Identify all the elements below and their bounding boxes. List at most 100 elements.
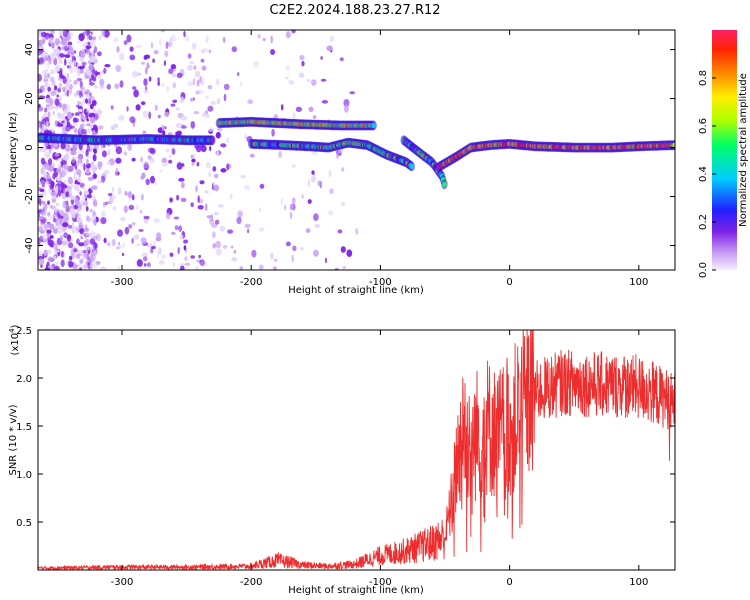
- spectrogram-noise-cell: [215, 131, 221, 139]
- spectrogram-noise-cell: [206, 161, 211, 169]
- spectrogram-noise-cell: [64, 91, 67, 97]
- spectrogram-noise-cell: [291, 30, 296, 34]
- spectrogram-noise-cell: [183, 30, 186, 38]
- spectrogram-noise-cell: [50, 52, 56, 61]
- spectrogram-noise-cell: [92, 241, 98, 249]
- spectrogram-noise-cell: [51, 195, 58, 200]
- spectrogram-noise-cell: [88, 63, 94, 71]
- spectrogram-noise-cell: [284, 76, 289, 80]
- spectrogram-noise-cell: [133, 89, 139, 98]
- spectrogram-noise-cell: [115, 146, 123, 155]
- colorbar-tick-label: 0.8: [698, 70, 709, 86]
- spectrogram-noise-cell: [40, 210, 47, 216]
- spectrogram-noise-cell: [45, 56, 50, 62]
- spectrogram-noise-cell: [213, 184, 220, 192]
- figure-title: C2E2.2024.188.23.27.R12: [269, 3, 440, 18]
- spectrogram-noise-cell: [280, 197, 284, 205]
- spectrogram-noise-cell: [65, 191, 69, 198]
- spectrogram-noise-cell: [187, 53, 192, 59]
- spectrogram-noise-cell: [179, 234, 184, 240]
- spectrogram-noise-cell: [75, 169, 82, 176]
- spectrogram-noise-cell: [91, 262, 98, 269]
- spectrogram-noise-cell: [43, 77, 49, 83]
- spectrogram-noise-cell: [110, 195, 116, 199]
- spectrogram-noise-cell: [43, 203, 48, 210]
- spectrogram-noise-cell: [73, 183, 80, 191]
- spectrogram-noise-cell: [91, 43, 97, 47]
- spectrogram-noise-cell: [163, 60, 166, 66]
- spectrogram-noise-cell: [126, 34, 132, 43]
- snr-scale-exponent: 4: [8, 328, 16, 333]
- spectrogram-noise-cell: [195, 266, 199, 270]
- spectrogram-noise-cell: [285, 241, 291, 247]
- spectrogram-noise-cell: [144, 54, 151, 59]
- spectrogram-noise-cell: [79, 259, 84, 264]
- spectrogram-noise-cell: [288, 80, 295, 85]
- spectrogram-noise-cell: [190, 202, 194, 207]
- colorbar-ticks: 0.0 0.2 0.4 0.6 0.8: [698, 70, 716, 278]
- spectrogram-noise-cell: [38, 226, 44, 233]
- spectrogram-noise-cell: [229, 193, 233, 200]
- spectrogram-noise-cell: [111, 238, 116, 247]
- spectrogram-noise-cell: [311, 170, 315, 175]
- spectrogram-noise-cell: [68, 255, 73, 261]
- spectrogram-noise-cell: [66, 89, 70, 97]
- spectrogram-noise-cell: [99, 85, 105, 90]
- spectrogram-noise-cell: [87, 69, 92, 77]
- spectrogram-noise-cell: [110, 105, 114, 110]
- spectrogram-noise-cell: [165, 148, 170, 153]
- spectrogram-noise-cell: [92, 36, 96, 40]
- spectrogram-noise-cell: [139, 155, 144, 164]
- spectrogram-noise-cell: [118, 241, 120, 246]
- spectrogram-noise-cell: [75, 61, 78, 68]
- spectrogram-noise-cell: [63, 252, 66, 258]
- spectrogram-noise-cell: [104, 63, 111, 68]
- spectrogram-noise-cell: [89, 92, 92, 98]
- spectrogram-noise-cell: [246, 228, 250, 234]
- spectrogram-noise-cell: [98, 125, 104, 130]
- spectrogram-noise-cell: [81, 195, 86, 202]
- spectrogram-noise-cell: [48, 57, 52, 65]
- spectrogram-noise-cell: [142, 130, 147, 134]
- spectrogram-noise-cell: [92, 76, 97, 82]
- spectrogram-noise-cell: [80, 161, 84, 168]
- spectrogram-noise-cell: [154, 104, 158, 111]
- spectrogram-noise-cell: [187, 81, 194, 87]
- spectrogram-noise-cell: [236, 72, 240, 77]
- spectrogram-noise-cell: [184, 262, 191, 266]
- spectrogram-noise-cell: [40, 179, 46, 186]
- spectrogram-noise-cell: [38, 49, 44, 53]
- spectrogram-noise-cell: [146, 262, 151, 268]
- spectrogram-noise-cell: [117, 266, 120, 270]
- spectrogram-noise-cell: [65, 43, 69, 49]
- spectrogram-noise-cell: [84, 98, 89, 104]
- spectrogram-noise-cell: [43, 250, 48, 257]
- spectrogram-noise-cell: [47, 239, 54, 246]
- spectrogram-noise-cell: [93, 201, 98, 207]
- spectrogram-noise-cell: [208, 127, 215, 132]
- spectrogram-noise-cell: [97, 180, 102, 184]
- spectrogram-noise-cell: [74, 165, 78, 170]
- spectrogram-noise-cell: [193, 65, 197, 70]
- spectrogram-noise-cell: [200, 49, 205, 54]
- spectrogram-noise-cell: [291, 197, 296, 205]
- spectrogram-noise-cell: [204, 203, 208, 212]
- spectrogram-noise-cell: [292, 112, 296, 119]
- spectrogram-noise-cell: [38, 251, 42, 255]
- spectrogram-noise-cell: [53, 48, 60, 54]
- spectrogram-noise-cell: [205, 110, 208, 115]
- spectrogram-noise-cell: [84, 30, 88, 36]
- spectrogram-noise-cell: [121, 252, 125, 257]
- spectrogram-noise-cell: [149, 147, 156, 155]
- spectrogram-noise-cell: [71, 156, 76, 164]
- spectrogram-noise-cell: [86, 108, 91, 113]
- spectrogram-noise-cell: [180, 197, 187, 203]
- spectrogram-noise-cell: [56, 266, 60, 270]
- spectrogram-noise-cell: [207, 85, 213, 90]
- y-tick-label: -20: [24, 188, 35, 204]
- spectrogram-noise-cell: [71, 145, 78, 150]
- spectrogram-noise-cell: [60, 142, 66, 150]
- spectrogram-noise-cell: [89, 116, 96, 124]
- spectrogram-noise-cell: [54, 98, 60, 106]
- spectrogram-noise-cell: [96, 71, 100, 75]
